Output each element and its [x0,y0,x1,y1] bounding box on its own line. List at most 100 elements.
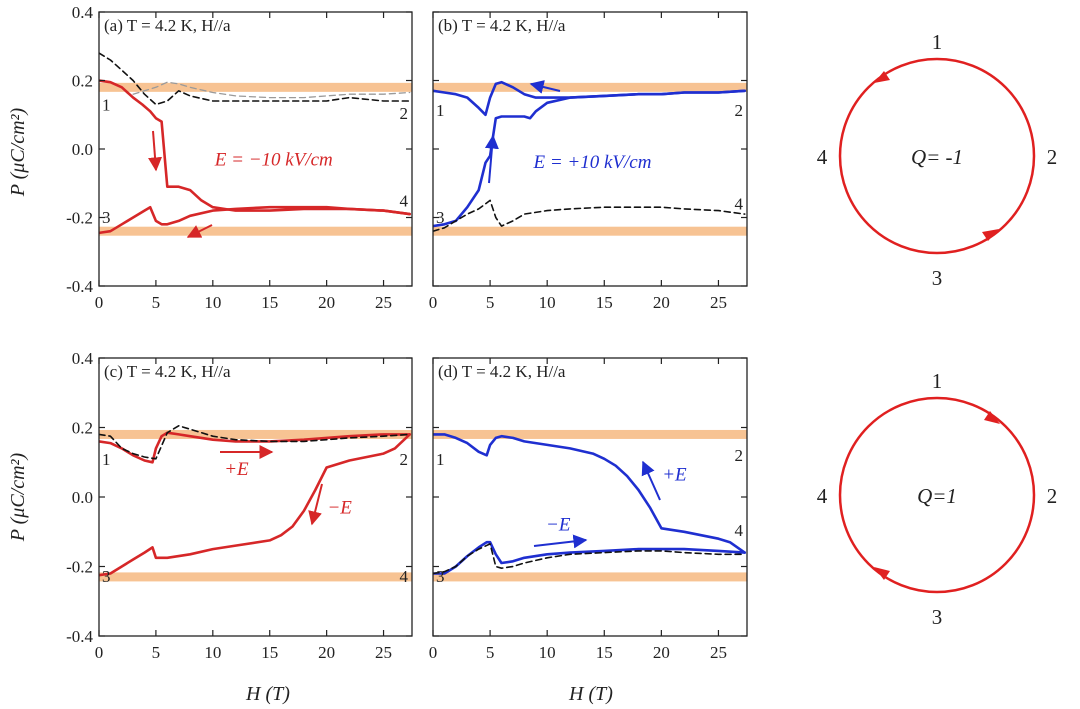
series-line-red-solid [99,431,412,464]
series-line-blue-solid [433,540,747,575]
x-tick-label: 0 [429,643,438,662]
x-tick-label: 15 [596,293,613,312]
diagram-number: 1 [932,30,943,54]
series-group [433,433,747,575]
series-line-gray-dashed [132,81,411,99]
corner-label: 3 [436,567,445,586]
panel-label: (a) T = 4.2 K, H//a [104,16,231,35]
series-line-blue-solid [433,89,747,228]
series-line-red-solid [99,79,412,216]
highlight-band [99,429,412,439]
x-tick-label: 5 [152,643,161,662]
series-line-red-solid [99,205,412,235]
plot-frame [432,357,748,637]
x-axis-label-left: H (T) [245,683,290,705]
diagram-number: 4 [817,484,828,508]
arrow-a-left [186,224,213,238]
diagram-number: 4 [817,145,828,169]
arrow-b-left [529,80,561,94]
corner-label: 2 [400,450,409,469]
x-tick-label: 20 [318,293,335,312]
corner-label: 4 [735,194,744,213]
x-tick-label: 25 [710,643,727,662]
panel-label: (b) T = 4.2 K, H//a [438,16,566,35]
y-tick-label: -0.4 [66,277,93,296]
field-annotation: −E [327,498,352,519]
highlight-band [99,226,412,236]
corner-label: 1 [102,96,111,115]
x-tick-label: 10 [204,643,221,662]
x-tick-label: 0 [429,293,438,312]
diagram-arrowhead [874,567,890,580]
y-axis-label-top: P (μC/cm²) [7,107,29,197]
field-annotation: E = +10 kV/cm [532,152,651,173]
corner-label: 4 [735,521,744,540]
diagram-number: 2 [1047,145,1058,169]
diagram-label: Q= -1 [911,145,963,169]
diagram-number: 1 [932,369,943,393]
y-tick-label: -0.2 [66,209,93,228]
y-tick-label: 0.0 [72,488,93,507]
x-tick-label: 0 [95,643,104,662]
y-tick-label: -0.2 [66,558,93,577]
x-tick-label: 10 [204,293,221,312]
x-tick-label: 0 [95,293,104,312]
arrow-d-right [533,534,588,549]
corner-label: 2 [400,104,409,123]
corner-label: 2 [735,446,744,465]
arrow-b-up [484,134,499,184]
panel-label: (c) T = 4.2 K, H//a [104,362,231,381]
highlight-band [433,82,747,92]
field-annotation: +E [224,459,249,480]
corner-label: 3 [436,208,445,227]
corner-label: 3 [102,208,111,227]
y-tick-label: 0.2 [72,72,93,91]
highlight-band [433,429,747,439]
field-annotation: +E [662,464,687,485]
highlight-band [99,82,412,92]
series-line-black-dashed [433,543,746,575]
x-tick-label: 10 [539,293,556,312]
panel-a: 0 5 10 15 20 25 -0.4 -0.2 0.0 0.2 0.4 (a) T = 4.2 K… [66,3,413,312]
x-tick-label: 15 [596,643,613,662]
diagram-number: 3 [932,605,943,629]
series-line-red-solid [99,433,412,577]
y-tick-label: 0.2 [72,419,93,438]
x-tick-label: 5 [152,293,161,312]
panel-c: 0 5 10 15 20 25 -0.4 -0.2 0.0 0.2 0.4 (c) T = 4.2 K… [66,349,413,662]
x-tick-label: 20 [653,643,670,662]
x-tick-label: 15 [261,293,278,312]
x-tick-label: 15 [261,643,278,662]
plot-frame [98,357,413,637]
corner-label: 2 [735,101,744,120]
series-group [99,52,412,235]
panel-d: 0 5 10 15 20 25 (d) T = 4.2 K, H//a 1 2 3 4 +E −E [429,357,748,662]
diagram-number: 2 [1047,484,1058,508]
y-tick-label: -0.4 [66,627,93,646]
diagram-arrowhead [984,411,1000,424]
diagram-label: Q=1 [917,484,957,508]
diagram-q-minus-one: 1 2 3 4 Q= -1 [817,30,1058,290]
series-line-black-dashed [99,52,411,106]
x-tick-label: 25 [375,643,392,662]
corner-label: 4 [400,192,409,211]
diagram-circle [838,396,1036,594]
x-tick-label: 25 [375,293,392,312]
highlight-band [433,572,747,582]
panel-b: 0 5 10 15 20 25 (b) T = 4.2 K, H//a 1 2 3 4 E = +10… [429,11,748,312]
panel-label: (d) T = 4.2 K, H//a [438,362,566,381]
x-tick-label: 5 [486,643,495,662]
diagram-q-one: 1 2 3 4 Q=1 [817,369,1058,629]
diagram-arrowhead [982,229,999,241]
corner-label: 3 [102,567,111,586]
arrow-c-down [308,483,323,526]
corner-label: 1 [436,101,445,120]
y-tick-label: 0.0 [72,140,93,159]
corner-label: 4 [400,567,409,586]
series-group [99,424,412,577]
x-tick-label: 10 [539,643,556,662]
arrow-d-up [641,460,661,501]
field-annotation: E = −10 kV/cm [214,149,333,170]
series-line-blue-solid [433,433,747,554]
